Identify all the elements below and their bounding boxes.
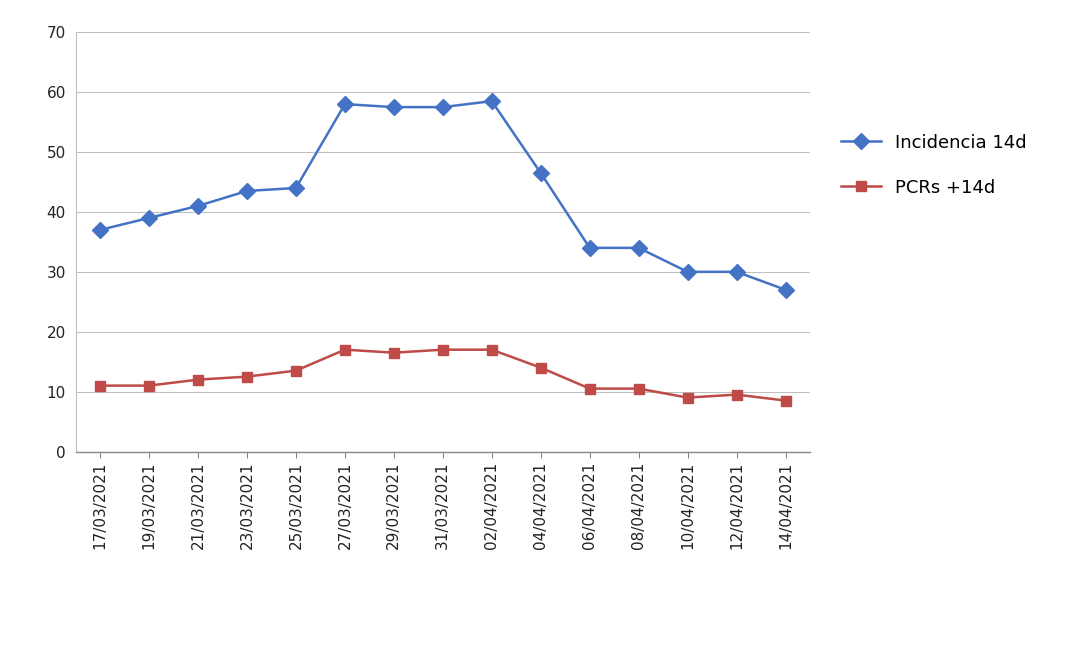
PCRs +14d [143,382,156,390]
PCRs +14d [779,397,792,404]
Incidencia 14d [681,268,694,275]
Incidencia 14d [191,202,204,210]
Incidencia 14d [583,244,596,252]
PCRs +14d [730,391,743,399]
Incidencia 14d [730,268,743,275]
Incidencia 14d [241,187,254,195]
PCRs +14d [94,382,107,390]
PCRs +14d [338,346,351,353]
Incidencia 14d [535,169,548,177]
Incidencia 14d [289,184,302,192]
PCRs +14d [583,384,596,392]
Incidencia 14d [338,100,351,108]
PCRs +14d [191,376,204,384]
PCRs +14d [535,364,548,372]
Incidencia 14d [436,103,449,111]
Incidencia 14d [779,286,792,293]
PCRs +14d [388,349,401,357]
PCRs +14d [289,367,302,375]
PCRs +14d [241,373,254,381]
Incidencia 14d [485,97,498,105]
Incidencia 14d [94,226,107,233]
PCRs +14d [632,384,645,392]
PCRs +14d [681,393,694,401]
PCRs +14d [485,346,498,353]
Incidencia 14d [632,244,645,252]
Incidencia 14d [388,103,401,111]
Legend: Incidencia 14d, PCRs +14d: Incidencia 14d, PCRs +14d [841,134,1027,197]
Line: PCRs +14d: PCRs +14d [95,345,791,406]
Incidencia 14d [143,214,156,222]
Line: Incidencia 14d: Incidencia 14d [95,95,791,295]
PCRs +14d [436,346,449,353]
